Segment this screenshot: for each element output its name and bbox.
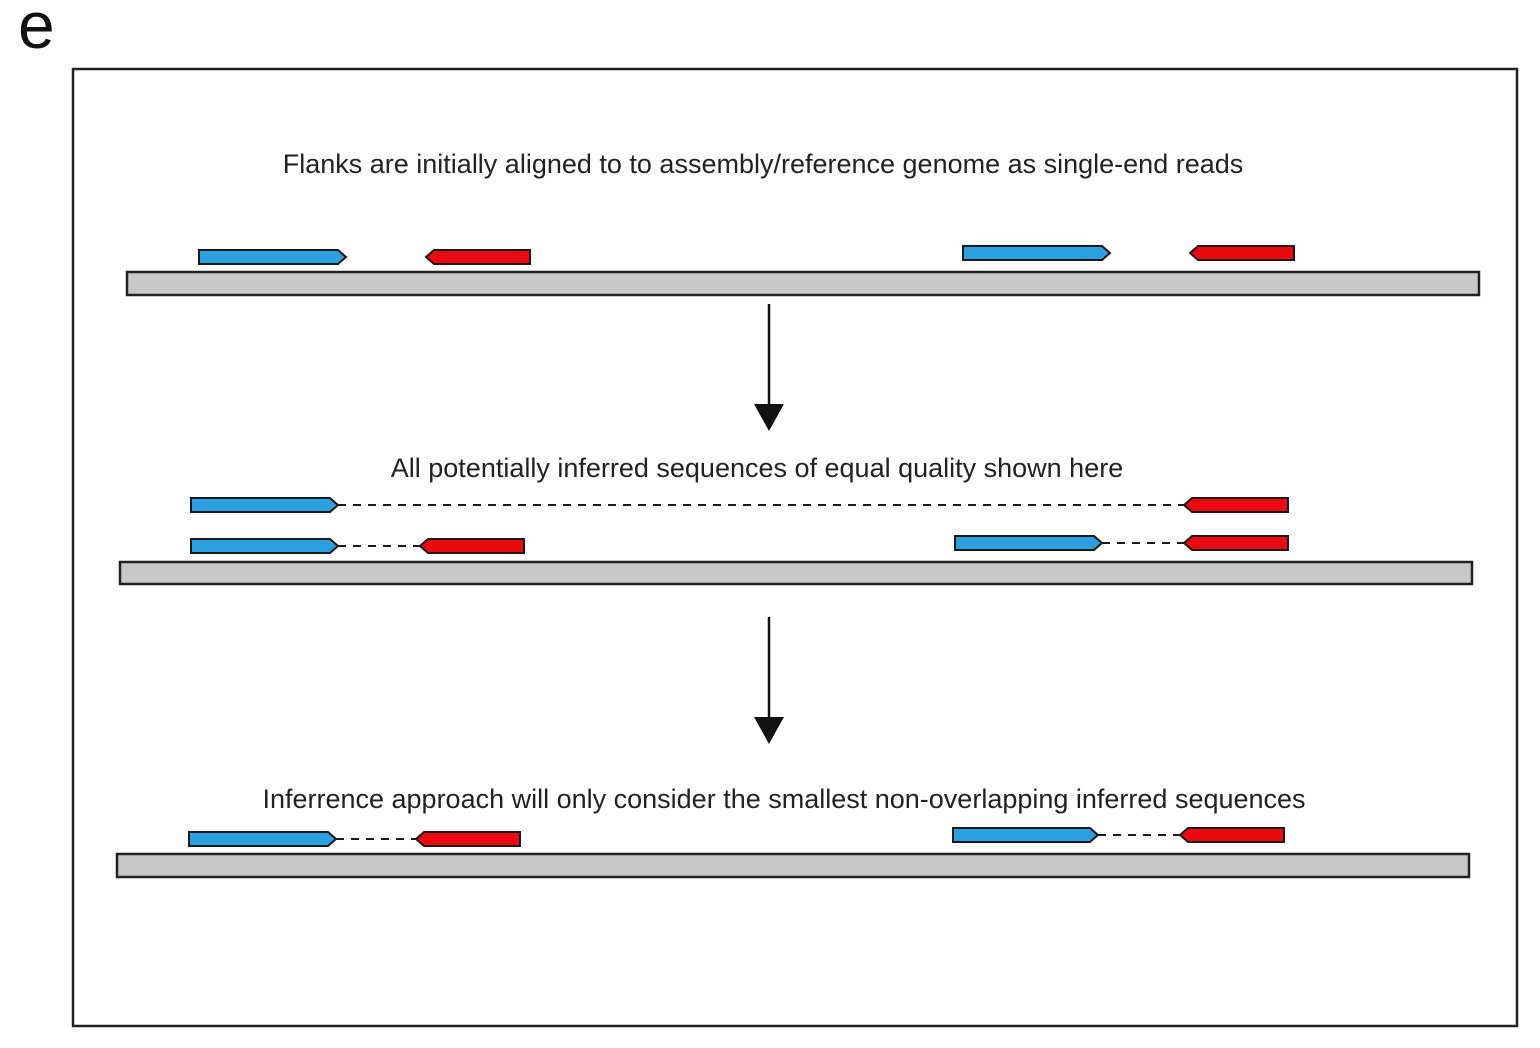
- panel-label: e: [18, 0, 55, 62]
- step-2-reverse-flank-long: [1182, 497, 1289, 513]
- step-1-reverse-flank-right: [1188, 245, 1295, 261]
- step-3-reference-genome: [115, 852, 1471, 879]
- step-3-reverse-flank-right: [1178, 827, 1285, 843]
- step-2-reference-genome: [118, 560, 1474, 586]
- step-3-caption: Inferrence approach will only consider t…: [262, 784, 1305, 814]
- step-2-forward-flank-long: [190, 497, 340, 513]
- step-1-forward-flank-left: [198, 249, 348, 265]
- step-2-forward-flank-right: [954, 535, 1104, 551]
- down-arrow-head-icon: [754, 717, 784, 744]
- step-2-caption: All potentially inferred sequences of eq…: [391, 453, 1123, 483]
- diagram-frame: [71, 67, 1519, 1028]
- step-3-forward-flank-right: [952, 827, 1100, 843]
- step-1-reference-genome: [125, 270, 1481, 297]
- step-3-forward-flank-left: [188, 831, 338, 847]
- step-1-caption: Flanks are initially aligned to to assem…: [283, 149, 1244, 179]
- step-2-reverse-flank-left: [418, 538, 525, 554]
- step-2-forward-flank-left: [190, 538, 340, 554]
- down-arrow-head-icon: [754, 404, 784, 431]
- step-3-reverse-flank-left: [414, 831, 521, 847]
- step-2-reverse-flank-right: [1182, 535, 1289, 551]
- step-1-reverse-flank-left: [424, 249, 531, 265]
- step-1-forward-flank-right: [962, 245, 1112, 261]
